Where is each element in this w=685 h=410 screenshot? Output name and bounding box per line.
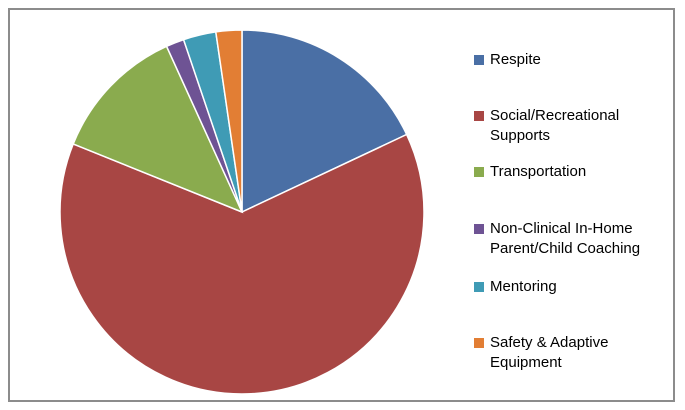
legend-item-respite: Respite: [474, 50, 685, 70]
pie-slice-respite: [241, 29, 408, 214]
legend-swatch-transportation: [474, 167, 484, 177]
legend-swatch-social-recreational: [474, 111, 484, 121]
pie-slice-safety-equipment: [214, 29, 243, 213]
legend-label-safety-equipment: Safety & Adaptive Equipment: [490, 334, 609, 371]
legend-label-transportation: Transportation: [490, 163, 587, 180]
pie-slice-transportation: [72, 45, 244, 214]
legend-swatch-mentoring: [474, 282, 484, 292]
legend-label-non-clinical-coaching: Non-Clinical In-Home Parent/Child Coachi…: [490, 220, 641, 257]
legend-item-transportation: Transportation: [474, 162, 685, 182]
legend-item-social-recreational: Social/Recreational Supports: [474, 106, 685, 146]
legend-item-safety-equipment: Safety & Adaptive Equipment: [474, 333, 685, 373]
pie-slice-social-recreational: [59, 133, 425, 395]
legend-swatch-non-clinical-coaching: [474, 224, 484, 234]
chart-legend: Respite Social/Recreational Supports Tra…: [474, 0, 684, 410]
legend-swatch-safety-equipment: [474, 338, 484, 348]
legend-item-non-clinical-coaching: Non-Clinical In-Home Parent/Child Coachi…: [474, 219, 685, 259]
legend-label-mentoring: Mentoring: [490, 278, 557, 295]
legend-label-social-recreational: Social/Recreational Supports: [490, 107, 620, 144]
legend-label-respite: Respite: [490, 51, 541, 68]
legend-swatch-respite: [474, 55, 484, 65]
legend-item-mentoring: Mentoring: [474, 277, 685, 297]
